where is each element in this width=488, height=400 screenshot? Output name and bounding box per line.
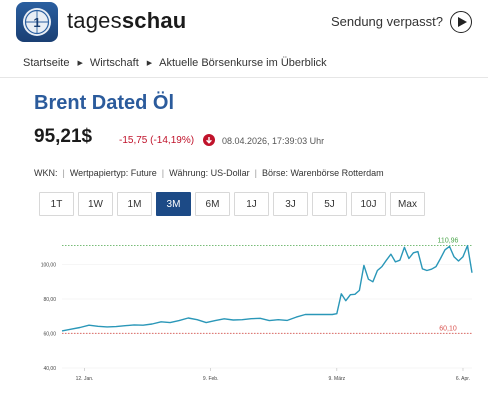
range-button-max[interactable]: Max — [390, 192, 425, 216]
meta-exchange: Börse: Warenbörse Rotterdam — [261, 168, 384, 178]
arrow-down-icon — [203, 134, 215, 146]
price-timestamp: 08.04.2026, 17:39:03 Uhr — [222, 136, 325, 146]
y-tick-label: 60,00 — [43, 332, 56, 338]
range-button-1m[interactable]: 1M — [117, 192, 152, 216]
current-price: 95,21$ — [34, 126, 93, 147]
meta-divider: | — [62, 168, 65, 178]
instrument-meta: WKN: | Wertpapiertyp: Future | Währung: … — [34, 168, 384, 178]
x-tick-label: 9. März — [328, 376, 345, 382]
range-button-1j[interactable]: 1J — [234, 192, 269, 216]
x-tick-label: 6. Apr. — [456, 376, 470, 382]
meta-divider: | — [161, 168, 165, 178]
meta-wkn: WKN: — [34, 168, 58, 178]
range-button-3j[interactable]: 3J — [273, 192, 308, 216]
range-button-1t[interactable]: 1T — [39, 192, 74, 216]
site-header: 1 tagesschau Sendung verpasst? — [0, 0, 488, 46]
range-button-10j[interactable]: 10J — [351, 192, 386, 216]
price-change: -15,75 (-14,19%) — [119, 135, 195, 146]
range-button-5j[interactable]: 5J — [312, 192, 347, 216]
site-logo-text[interactable]: tagesschau — [67, 8, 186, 34]
logo-text-bold: schau — [121, 8, 187, 33]
breadcrumb: Startseite ▶ Wirtschaft ▶ Aktuelle Börse… — [23, 57, 327, 69]
range-button-3m[interactable]: 3M — [156, 192, 191, 216]
meta-type: Wertpapiertyp: Future — [69, 168, 157, 178]
page-title: Brent Dated Öl — [34, 92, 175, 114]
range-button-1w[interactable]: 1W — [78, 192, 113, 216]
y-tick-label: 80,00 — [43, 297, 56, 303]
logo-text-light: tages — [67, 8, 122, 33]
price-chart[interactable]: 40,00 60,00 80,00 100,00 12. Jan. 9. Feb. 9. M… — [34, 226, 480, 396]
range-selector: 1T 1W 1M 3M 6M 1J 3J 5J 10J Max — [39, 192, 425, 216]
meta-divider: | — [254, 168, 257, 178]
tagesschau-logo-icon[interactable]: 1 — [16, 2, 58, 42]
chevron-right-icon: ▶ — [77, 60, 83, 67]
high-value-label: 110,96 — [438, 238, 459, 245]
breadcrumb-item-wirtschaft[interactable]: Wirtschaft — [89, 57, 139, 69]
sendung-verpasst-link[interactable]: Sendung verpasst? — [330, 14, 443, 29]
x-tick-label: 12. Jan. — [76, 376, 94, 382]
price-series-line — [61, 244, 473, 332]
meta-currency: Währung: US-Dollar — [169, 168, 250, 178]
svg-text:1: 1 — [33, 15, 40, 30]
low-value-label: 60,10 — [439, 325, 457, 332]
range-button-6m[interactable]: 6M — [195, 192, 230, 216]
x-tick-label: 9. Feb. — [203, 376, 219, 382]
header-divider — [0, 77, 488, 78]
play-icon[interactable] — [450, 11, 472, 33]
y-tick-label: 40,00 — [43, 366, 56, 372]
price-chart-svg: 40,00 60,00 80,00 100,00 12. Jan. 9. Feb. 9. M… — [41, 238, 473, 382]
breadcrumb-item-boersenkurse[interactable]: Aktuelle Börsenkurse im Überblick — [159, 57, 327, 69]
chevron-right-icon: ▶ — [146, 60, 153, 67]
y-tick-label: 100,00 — [41, 263, 57, 269]
breadcrumb-item-startseite[interactable]: Startseite — [23, 57, 70, 69]
